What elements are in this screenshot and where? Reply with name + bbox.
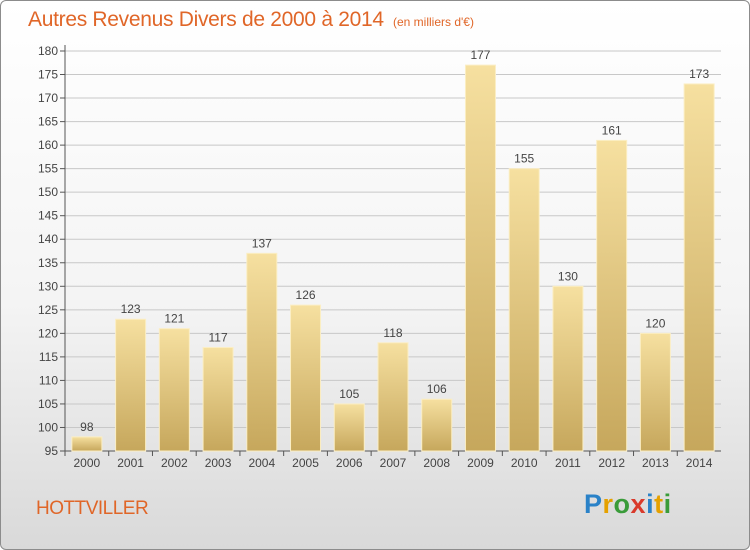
x-tick-label-2005: 2005 bbox=[292, 456, 319, 470]
y-tick-label: 100 bbox=[38, 420, 58, 434]
value-label-2005: 126 bbox=[296, 288, 316, 302]
value-label-2007: 118 bbox=[383, 326, 402, 340]
y-tick-label: 125 bbox=[38, 303, 58, 317]
y-tick-label: 170 bbox=[38, 91, 58, 105]
bar-2014 bbox=[683, 83, 715, 452]
value-label-2004: 137 bbox=[252, 236, 272, 250]
value-label-2011: 130 bbox=[558, 269, 578, 283]
value-label-2013: 120 bbox=[645, 316, 665, 330]
y-tick-label: 160 bbox=[38, 138, 58, 152]
x-tick-label-2003: 2003 bbox=[205, 456, 232, 470]
value-label-2003: 117 bbox=[208, 330, 227, 344]
logo-letter: o bbox=[613, 489, 631, 519]
chart-subtitle: (en milliers d'€) bbox=[393, 15, 474, 29]
chart-title: Autres Revenus Divers de 2000 à 2014 bbox=[28, 8, 384, 31]
y-tick-label: 175 bbox=[38, 68, 58, 82]
y-tick-label: 115 bbox=[39, 350, 58, 364]
bar-2011 bbox=[552, 285, 584, 452]
x-tick-label-2008: 2008 bbox=[423, 456, 450, 470]
y-tick-label: 150 bbox=[38, 185, 58, 199]
value-label-2000: 98 bbox=[80, 420, 94, 434]
value-label-2014: 173 bbox=[689, 67, 709, 81]
y-tick-label: 165 bbox=[38, 115, 58, 129]
y-tick-label: 95 bbox=[45, 444, 59, 458]
value-label-2009: 177 bbox=[470, 48, 490, 62]
bar-2013 bbox=[639, 332, 671, 452]
x-tick-label-2014: 2014 bbox=[686, 456, 713, 470]
logo-letter: i bbox=[646, 489, 655, 519]
logo-letter: x bbox=[630, 489, 647, 519]
x-tick-label-2012: 2012 bbox=[598, 456, 625, 470]
y-tick-label: 130 bbox=[38, 279, 58, 293]
y-tick-label: 110 bbox=[39, 373, 58, 387]
x-tick-label-2001: 2001 bbox=[117, 456, 144, 470]
x-tick-label-2002: 2002 bbox=[161, 456, 188, 470]
bar-2009 bbox=[464, 64, 496, 452]
y-tick-label: 140 bbox=[38, 232, 58, 246]
logo-letter: t bbox=[654, 489, 664, 519]
bar-2004 bbox=[246, 252, 278, 452]
logo-letter: r bbox=[602, 489, 614, 519]
y-tick-label: 135 bbox=[38, 256, 58, 270]
x-tick-label-2000: 2000 bbox=[74, 456, 101, 470]
bar-2006 bbox=[333, 403, 365, 452]
place-name: HOTTVILLER bbox=[36, 498, 149, 519]
value-label-2001: 123 bbox=[121, 302, 141, 316]
logo-letter: i bbox=[663, 489, 672, 519]
logo-letter: P bbox=[584, 489, 603, 519]
x-tick-label-2004: 2004 bbox=[248, 456, 275, 470]
y-tick-label: 105 bbox=[38, 397, 58, 411]
proxiti-logo: Proxiti bbox=[584, 489, 672, 520]
y-tick-label: 120 bbox=[38, 326, 58, 340]
y-tick-label: 180 bbox=[38, 44, 58, 58]
x-tick-label-2013: 2013 bbox=[642, 456, 669, 470]
value-label-2012: 161 bbox=[602, 123, 622, 137]
x-tick-label-2006: 2006 bbox=[336, 456, 363, 470]
bar-2001 bbox=[115, 318, 147, 452]
bar-2005 bbox=[290, 304, 322, 452]
bar-2007 bbox=[377, 342, 409, 452]
bar-2012 bbox=[596, 139, 628, 452]
x-tick-label-2011: 2011 bbox=[555, 456, 581, 470]
x-tick-label-2010: 2010 bbox=[511, 456, 538, 470]
bar-2010 bbox=[508, 168, 540, 452]
value-label-2008: 106 bbox=[427, 382, 447, 396]
bar-2008 bbox=[421, 398, 453, 452]
bar-2003 bbox=[202, 346, 234, 452]
value-label-2002: 121 bbox=[164, 312, 184, 326]
y-tick-label: 145 bbox=[38, 209, 58, 223]
value-label-2010: 155 bbox=[514, 152, 534, 166]
y-tick-label: 155 bbox=[38, 162, 58, 176]
bar-2000 bbox=[71, 436, 103, 452]
value-label-2006: 105 bbox=[339, 387, 359, 401]
x-tick-label-2009: 2009 bbox=[467, 456, 494, 470]
bar-2002 bbox=[158, 328, 190, 452]
x-tick-label-2007: 2007 bbox=[380, 456, 407, 470]
